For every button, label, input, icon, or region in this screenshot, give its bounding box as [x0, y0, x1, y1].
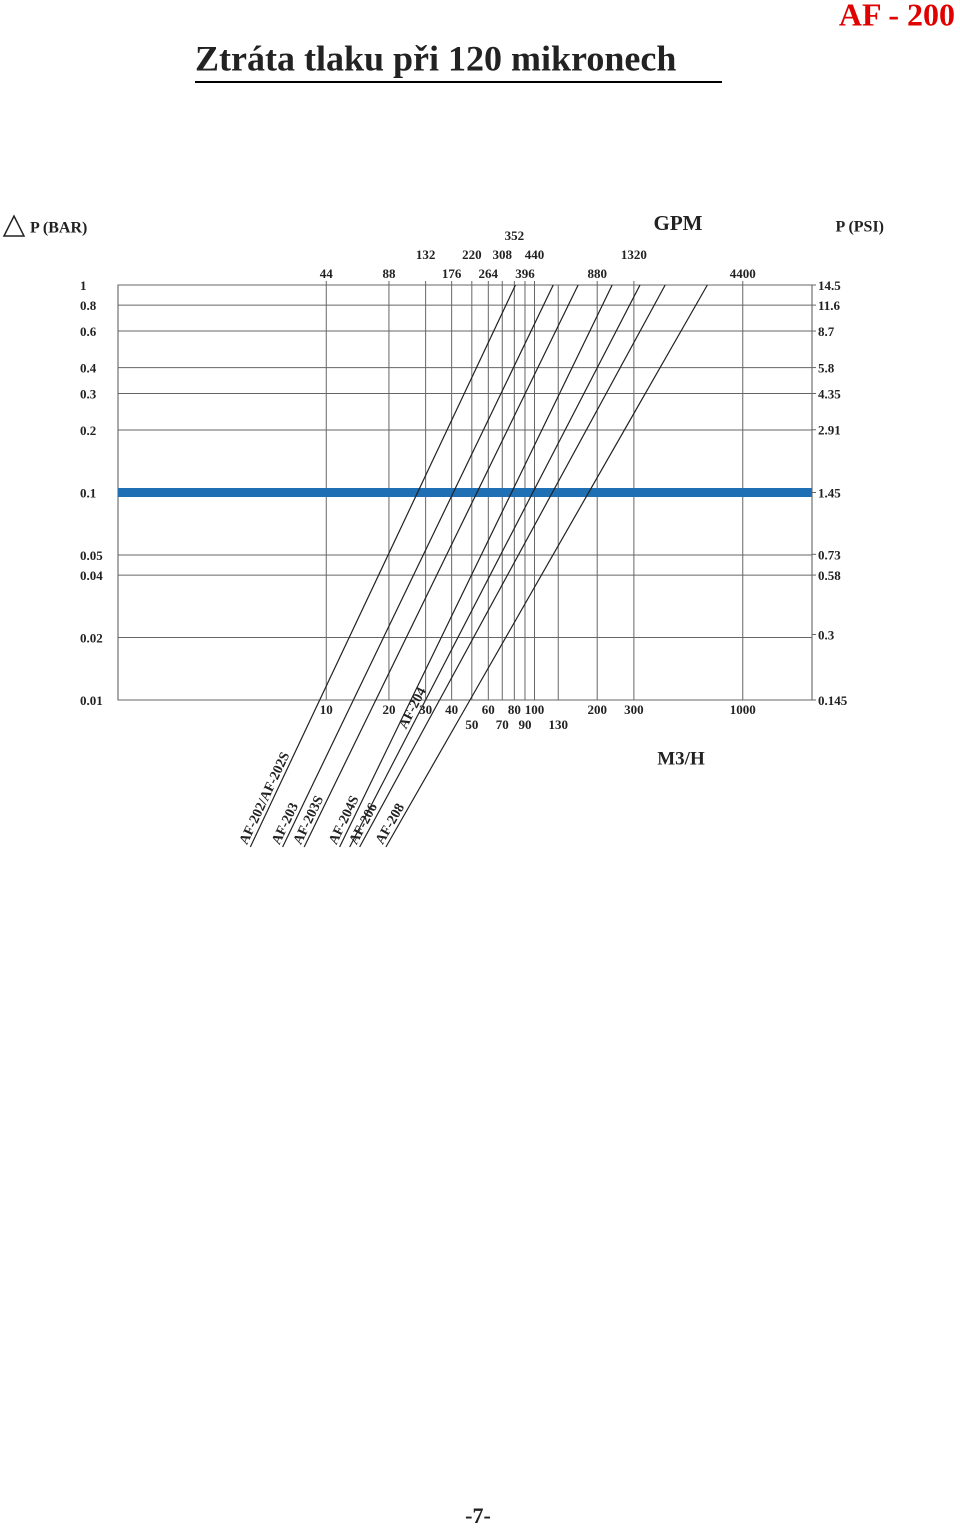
y-tick-label: 0.2	[80, 423, 96, 438]
y-tick-label: 0.1	[80, 485, 96, 500]
leader-line	[385, 699, 471, 848]
x2-tick-label: 44	[320, 266, 334, 281]
x2-tick-label: 132	[416, 247, 436, 262]
badge: AF - 200	[839, 0, 955, 32]
x-tick-label: 60	[482, 702, 495, 717]
y2-tick-label: 0.145	[818, 693, 848, 708]
x-tick-label: 300	[624, 702, 644, 717]
x-axis-label: M3/H	[657, 748, 705, 769]
y-tick-label: 0.02	[80, 631, 103, 646]
y2-axis-label: P (PSI)	[836, 219, 884, 236]
x2-axis-label: GPM	[654, 211, 703, 235]
title: Ztráta tlaku při 120 mikronech	[195, 38, 676, 78]
y2-tick-label: 0.58	[818, 568, 841, 583]
y2-tick-label: 8.7	[818, 324, 835, 339]
y-tick-label: 1	[80, 278, 87, 293]
x-tick-label: 50	[465, 717, 478, 732]
y-tick-label: 0.01	[80, 693, 103, 708]
x2-tick-label: 440	[525, 247, 545, 262]
y-tick-label: 0.4	[80, 361, 97, 376]
series-line	[425, 284, 641, 701]
y2-tick-label: 4.35	[818, 386, 841, 401]
y2-tick-label: 1.45	[818, 485, 841, 500]
x2-tick-label: 1320	[621, 247, 647, 262]
x-tick-label: 90	[518, 717, 531, 732]
x2-tick-label: 308	[493, 247, 513, 262]
x-tick-label: 80	[508, 702, 521, 717]
series-label: AF-203S	[291, 793, 327, 847]
y2-tick-label: 2.91	[818, 423, 841, 438]
leader-line	[349, 699, 427, 848]
leader-line	[339, 699, 412, 848]
leader-line	[249, 699, 321, 848]
page-number: -7-	[465, 1503, 491, 1528]
x2-tick-label: 220	[462, 247, 482, 262]
delta-icon	[2, 214, 26, 237]
x-tick-label: 130	[548, 717, 568, 732]
x2-tick-label: 264	[479, 266, 499, 281]
y-tick-label: 0.8	[80, 298, 97, 313]
series-line	[319, 284, 516, 701]
y2-tick-label: 11.6	[818, 298, 841, 313]
x-tick-label: 70	[496, 717, 509, 732]
leader-line	[282, 699, 354, 848]
series-line	[375, 284, 579, 701]
x-tick-label: 100	[525, 702, 545, 717]
series-line	[352, 284, 554, 701]
series-line	[469, 284, 708, 701]
series-line	[439, 284, 666, 701]
y2-tick-label: 0.73	[818, 547, 841, 562]
x2-tick-label: 4400	[730, 266, 756, 281]
x-tick-label: 1000	[730, 702, 756, 717]
y2-tick-label: 0.3	[818, 627, 835, 642]
x2-tick-label: 352	[505, 228, 525, 243]
series-line	[410, 284, 613, 701]
x2-tick-label: 88	[382, 266, 396, 281]
leader-line	[303, 699, 377, 848]
x2-tick-label: 396	[515, 266, 535, 281]
y-tick-label: 0.6	[80, 324, 97, 339]
x-tick-label: 200	[587, 702, 607, 717]
x2-tick-label: 176	[442, 266, 462, 281]
y-tick-label: 0.04	[80, 568, 103, 583]
y-tick-label: 0.3	[80, 386, 97, 401]
x2-tick-label: 880	[587, 266, 607, 281]
y2-tick-label: 14.5	[818, 278, 841, 293]
leader-line	[359, 699, 441, 848]
x-tick-label: 20	[382, 702, 395, 717]
y-tick-label: 0.05	[80, 548, 103, 563]
y2-tick-label: 5.8	[818, 361, 835, 376]
y-axis-label: P (BAR)	[30, 220, 87, 237]
x-tick-label: 10	[320, 702, 333, 717]
x-tick-label: 40	[445, 702, 458, 717]
